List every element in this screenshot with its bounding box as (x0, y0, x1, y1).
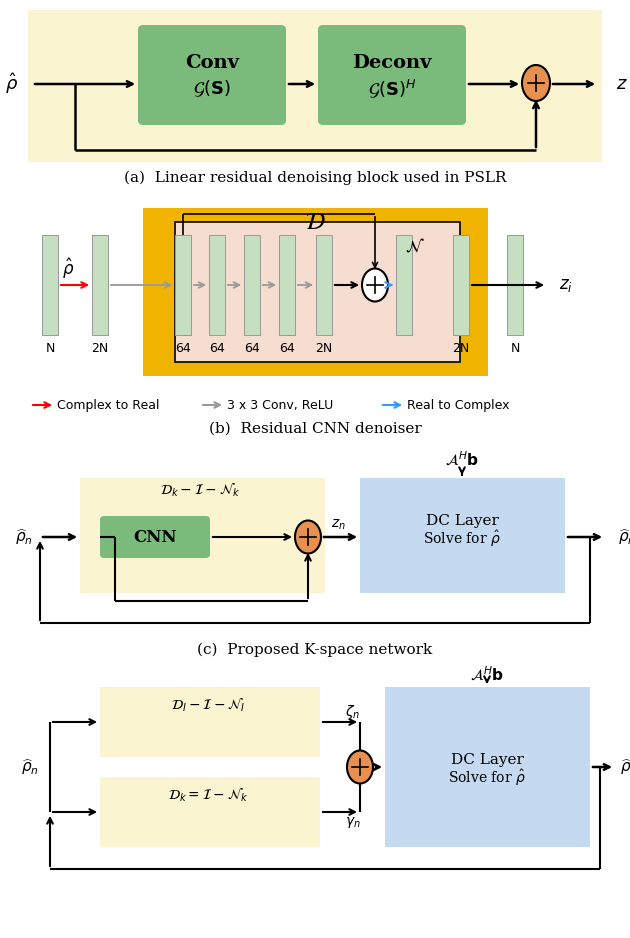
Text: $\mathcal{A}^H\mathbf{b}$: $\mathcal{A}^H\mathbf{b}$ (470, 666, 504, 684)
Bar (175, 222, 460, 362)
Ellipse shape (522, 65, 550, 101)
Text: $\widehat{\rho}_{n-1}$: $\widehat{\rho}_{n-1}$ (618, 527, 630, 547)
Text: Real to Complex: Real to Complex (407, 399, 510, 412)
Text: $\mathcal{G}(\mathbf{S})^H$: $\mathcal{G}(\mathbf{S})^H$ (368, 78, 416, 100)
Text: Solve for $\hat{\rho}$: Solve for $\hat{\rho}$ (448, 768, 526, 788)
Text: 2N: 2N (316, 341, 333, 355)
Text: $\mathcal{D}$: $\mathcal{D}$ (305, 210, 326, 234)
Text: $\mathcal{G}(\mathbf{S})$: $\mathcal{G}(\mathbf{S})$ (193, 79, 231, 99)
Text: Conv: Conv (185, 54, 239, 72)
Text: 2N: 2N (91, 341, 108, 355)
Bar (507, 235, 523, 335)
Text: $z_i$: $z_i$ (559, 277, 573, 294)
Text: $\hat{\rho}$: $\hat{\rho}$ (6, 71, 19, 97)
Bar (42, 235, 58, 335)
FancyBboxPatch shape (318, 25, 466, 125)
Bar (396, 235, 412, 335)
Bar (279, 235, 295, 335)
Text: $\zeta_n$: $\zeta_n$ (345, 703, 360, 721)
Text: $\mathcal{A}^H\mathbf{b}$: $\mathcal{A}^H\mathbf{b}$ (445, 451, 479, 469)
Text: $\mathcal{D}_k - \mathcal{I} - \mathcal{N}_k$: $\mathcal{D}_k - \mathcal{I} - \mathcal{… (159, 481, 241, 499)
Bar (143, 208, 488, 376)
FancyBboxPatch shape (100, 516, 210, 558)
Bar (385, 687, 590, 847)
Bar (100, 687, 320, 757)
Text: $\hat{\rho}$: $\hat{\rho}$ (62, 257, 74, 281)
Text: 64: 64 (244, 341, 260, 355)
Bar (244, 235, 260, 335)
Text: $\gamma_n$: $\gamma_n$ (345, 814, 361, 829)
Bar (80, 478, 325, 593)
Text: $\mathcal{D}_k = \mathcal{I} - \mathcal{N}_k$: $\mathcal{D}_k = \mathcal{I} - \mathcal{… (168, 786, 248, 804)
Text: 64: 64 (209, 341, 225, 355)
Bar (209, 235, 225, 335)
Text: DC Layer: DC Layer (425, 514, 498, 528)
Bar (28, 10, 602, 162)
Text: (a)  Linear residual denoising block used in PSLR: (a) Linear residual denoising block used… (123, 171, 507, 185)
Bar (175, 235, 191, 335)
Text: N: N (45, 341, 55, 355)
Text: DC Layer: DC Layer (450, 753, 524, 767)
Text: 3 x 3 Conv, ReLU: 3 x 3 Conv, ReLU (227, 399, 333, 412)
Text: $z_n$: $z_n$ (331, 518, 345, 532)
Text: $\widehat{\rho}_n$: $\widehat{\rho}_n$ (15, 527, 33, 547)
Text: (c)  Proposed K-space network: (c) Proposed K-space network (197, 643, 433, 658)
Ellipse shape (347, 750, 373, 783)
Bar (453, 235, 469, 335)
Ellipse shape (362, 268, 388, 301)
Bar (316, 235, 332, 335)
Text: Complex to Real: Complex to Real (57, 399, 159, 412)
Text: 2N: 2N (452, 341, 469, 355)
Bar (360, 478, 565, 593)
Bar (100, 777, 320, 847)
Bar (92, 235, 108, 335)
Bar (175, 222, 460, 362)
Text: Solve for $\hat{\rho}$: Solve for $\hat{\rho}$ (423, 529, 501, 549)
Text: $z$: $z$ (616, 75, 628, 93)
Text: (b)  Residual CNN denoiser: (b) Residual CNN denoiser (209, 422, 421, 436)
Text: CNN: CNN (134, 528, 177, 546)
Text: 64: 64 (175, 341, 191, 355)
Text: $\widehat{\rho}_{n+1}$: $\widehat{\rho}_{n+1}$ (620, 757, 630, 777)
Text: 64: 64 (279, 341, 295, 355)
FancyBboxPatch shape (138, 25, 286, 125)
Text: $\mathcal{D}_I - \mathcal{I} - \mathcal{N}_I$: $\mathcal{D}_I - \mathcal{I} - \mathcal{… (171, 696, 245, 714)
Text: Deconv: Deconv (352, 54, 432, 72)
Text: $\mathcal{N}$: $\mathcal{N}$ (405, 238, 425, 256)
Ellipse shape (295, 521, 321, 553)
Text: N: N (510, 341, 520, 355)
Text: $\widehat{\rho}_n$: $\widehat{\rho}_n$ (21, 757, 39, 777)
